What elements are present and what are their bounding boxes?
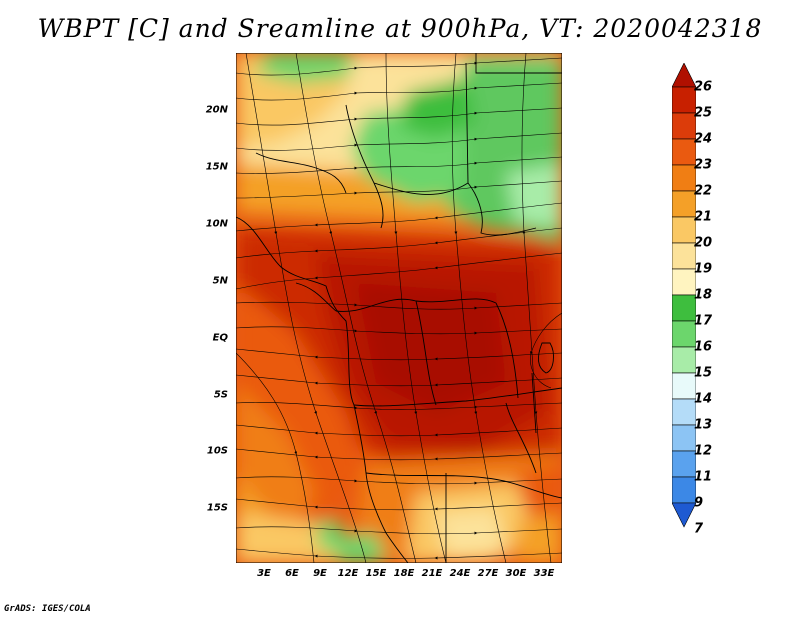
- lon-label: 33E: [533, 568, 555, 579]
- colorbar-cell: [672, 476, 696, 504]
- lat-label: 5N: [212, 275, 228, 287]
- colorbar-label: 17: [694, 313, 713, 329]
- colorbar-label: 24: [694, 131, 713, 147]
- colorbar-cell: [672, 242, 696, 270]
- colorbar-label: 12: [694, 443, 713, 459]
- grads-credit: GrADS: IGES/COLA: [4, 604, 91, 614]
- colorbar-label: 21: [694, 209, 713, 225]
- colorbar-cell: [672, 320, 696, 348]
- lat-label: 20N: [205, 104, 228, 116]
- shaded-field: [236, 53, 562, 563]
- colorbar-label: 18: [694, 287, 713, 303]
- colorbar-label: 9: [694, 495, 704, 511]
- colorbar-label: 15: [694, 365, 713, 381]
- colorbar-cell: [672, 398, 696, 426]
- colorbar-cell: [672, 190, 696, 218]
- lon-label: 21E: [421, 568, 443, 579]
- colorbar-label: 23: [694, 157, 713, 173]
- colorbar-cell: [672, 164, 696, 192]
- colorbar-label: 26: [694, 79, 713, 95]
- lon-label: 30E: [505, 568, 527, 579]
- colorbar-cell: [672, 63, 696, 88]
- lon-label: 6E: [285, 568, 299, 579]
- plot-title: WBPT [C] and Sreamline at 900hPa, VT: 20…: [37, 14, 763, 43]
- lon-label: 3E: [257, 568, 271, 579]
- lon-label: 27E: [477, 568, 499, 579]
- lat-label: 15S: [206, 502, 228, 514]
- colorbar-label: 13: [694, 417, 713, 433]
- lat-label: 5S: [213, 389, 228, 401]
- colorbar-label: 14: [694, 391, 713, 407]
- colorbar-label: 25: [694, 105, 713, 121]
- lon-label: 18E: [393, 568, 415, 579]
- map-panel: [236, 53, 562, 563]
- colorbar-cell: [672, 268, 696, 296]
- colorbar-label: 7: [694, 521, 704, 537]
- colorbar-cell: [672, 372, 696, 400]
- colorbar-cell: [672, 502, 696, 528]
- colorbar-cell: [672, 450, 696, 478]
- lat-label: 15N: [205, 161, 228, 173]
- colorbar-cell: [672, 294, 696, 322]
- colorbar-label: 20: [694, 235, 713, 251]
- lon-label: 24E: [449, 568, 471, 579]
- lon-label: 9E: [313, 568, 327, 579]
- lat-label: 10S: [206, 445, 228, 457]
- colorbar-cell: [672, 138, 696, 166]
- lon-label: 12E: [337, 568, 359, 579]
- wbpt-field-map: [236, 53, 562, 563]
- colorbar-cell: [672, 216, 696, 244]
- lat-label: EQ: [212, 332, 228, 344]
- colorbar-label: 19: [694, 261, 713, 277]
- colorbar-label: 22: [694, 183, 713, 199]
- colorbar-cell: [672, 86, 696, 114]
- colorbar-cell: [672, 424, 696, 452]
- streamlines: [236, 53, 562, 563]
- lat-label: 10N: [205, 218, 228, 230]
- colorbar-cell: [672, 346, 696, 374]
- colorbar-cell: [672, 112, 696, 140]
- colorbar-label: 11: [694, 469, 713, 485]
- lon-label: 15E: [365, 568, 387, 579]
- colorbar-label: 16: [694, 339, 713, 355]
- colorbar: [672, 63, 696, 528]
